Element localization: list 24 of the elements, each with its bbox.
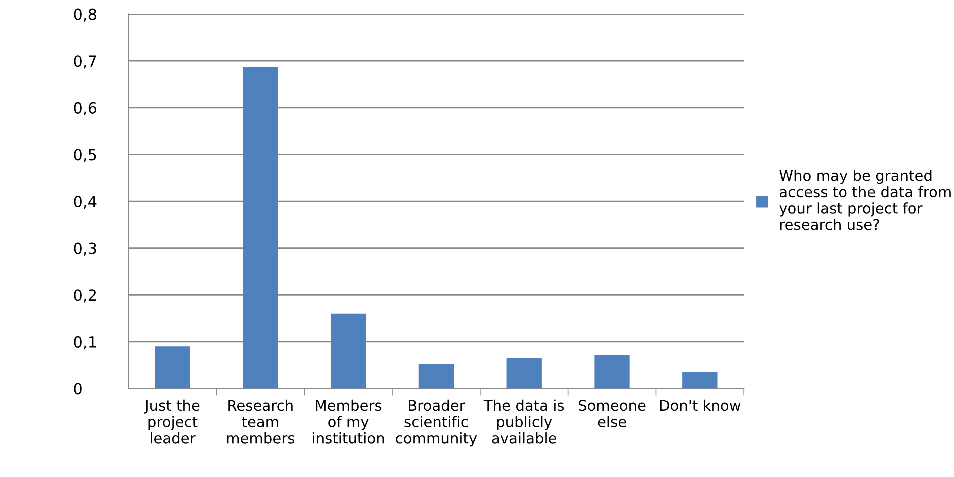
bar — [243, 67, 278, 389]
y-tick-label: 0,2 — [74, 290, 96, 303]
bar — [506, 358, 542, 389]
y-tick-label: 0,3 — [74, 242, 96, 256]
y-tick-label: 0,6 — [74, 102, 97, 116]
x-tick-label: Just the project leader — [144, 400, 200, 444]
y-tick-label: 0,5 — [74, 149, 96, 162]
bar — [155, 346, 190, 389]
x-tick-label: Someone else — [578, 400, 646, 428]
bar — [594, 355, 630, 389]
bar — [418, 364, 454, 389]
x-tick-label: Members of my institution — [313, 400, 384, 444]
bar — [330, 314, 366, 389]
y-tick-label: 0,7 — [74, 56, 96, 69]
y-tick-label: 0,8 — [74, 8, 96, 22]
x-tick-label: Research team members — [227, 400, 295, 444]
y-tick-label: 0,1 — [74, 336, 96, 350]
bar — [682, 372, 718, 389]
legend-label: Who may be granted access to the data from your last project for research use? — [780, 170, 951, 230]
x-tick-label: Don't know — [660, 400, 741, 412]
y-tick-label: 0,4 — [74, 196, 97, 210]
x-tick-label: Broader scientific community — [396, 400, 478, 447]
x-tick-label: The data is publicly available — [484, 400, 564, 444]
y-tick-label: 0 — [74, 383, 82, 395]
